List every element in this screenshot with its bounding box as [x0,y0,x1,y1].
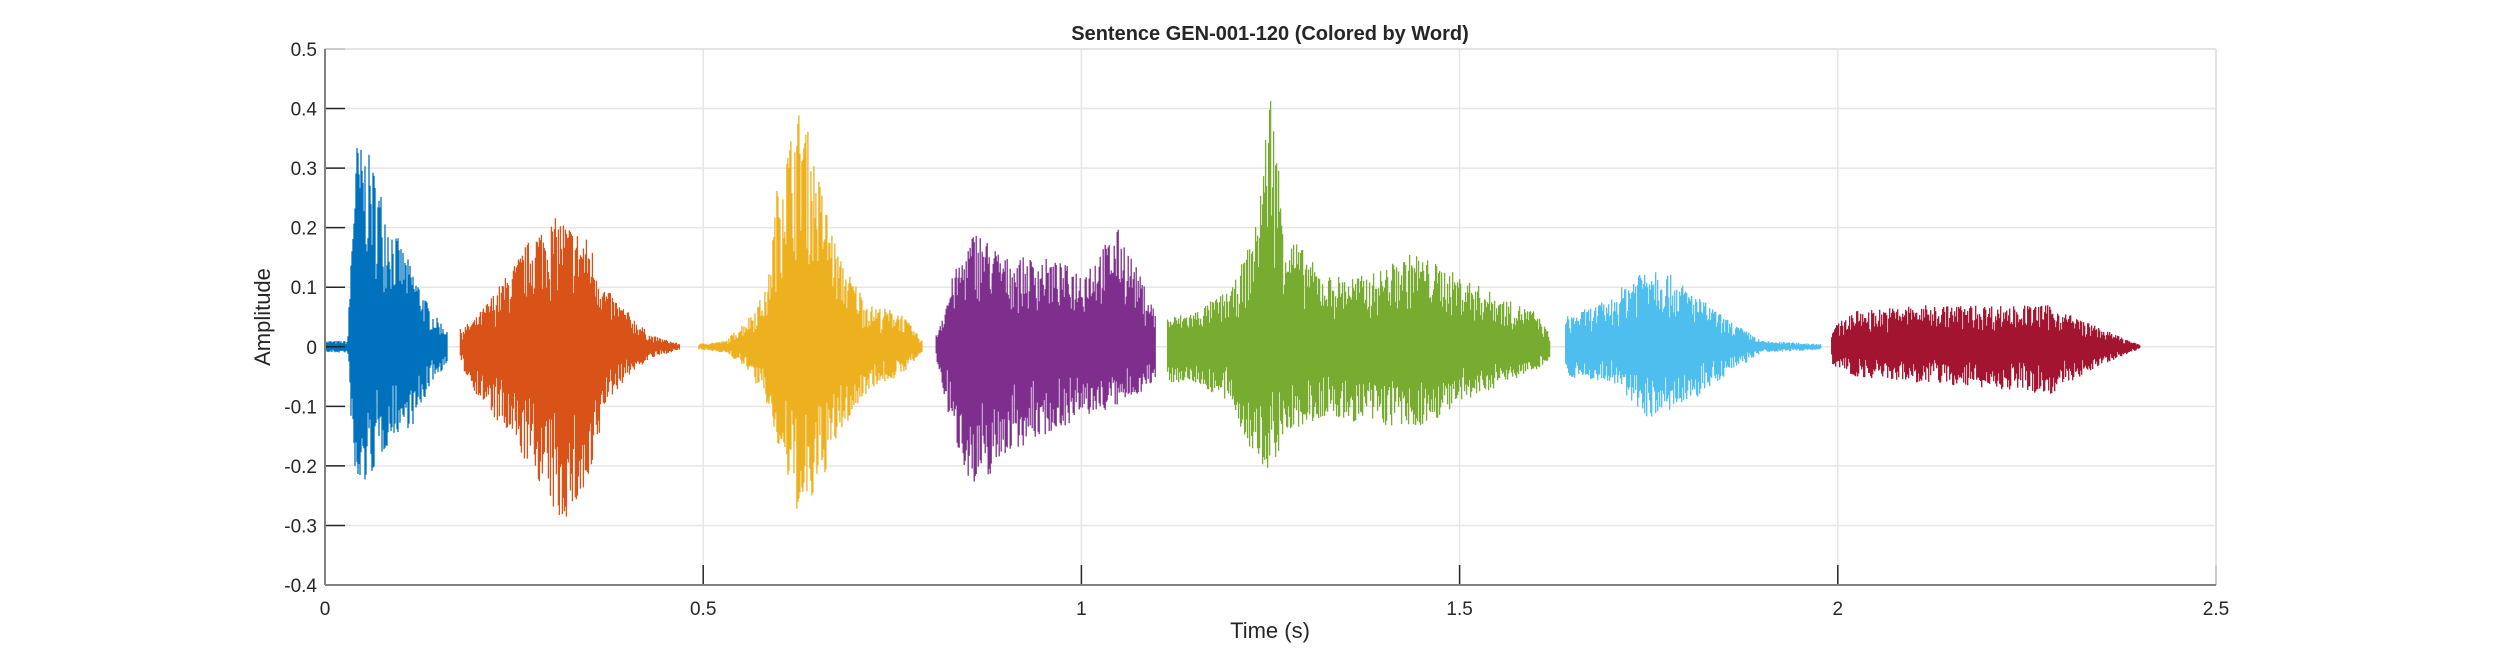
y-tick-label: 0 [306,338,317,359]
x-tick-label: 0.5 [690,599,716,620]
y-tick-label: -0.2 [284,457,317,478]
axes: 0 0.5 1 1.5 2 2.5 -0.4 -0.3 -0.2 -0.1 0 0.1 0.2 0.3 0.… [284,40,2229,620]
y-tick-label: 0.5 [291,40,317,61]
chart-title: Sentence GEN-001-120 (Colored by Word) [1071,23,1469,45]
word-segment-5 [1166,101,1551,468]
word-segment-7 [1831,305,2141,394]
y-tick-label: 0.1 [291,278,317,299]
x-tick-label: 2 [1833,599,1844,620]
y-tick-label: -0.3 [284,516,317,537]
y-tick-label: -0.1 [284,397,317,418]
x-tick-label: 2.5 [2203,599,2229,620]
y-tick-label: -0.4 [284,576,317,597]
x-tick-label: 1.5 [1446,599,1472,620]
waveform [324,101,2141,517]
y-axis-label: Amplitude [250,268,275,366]
y-tick-label: 0.2 [291,219,317,240]
x-tick-label: 0 [320,599,331,620]
y-tick-label: 0.3 [291,159,317,180]
x-tick-label: 1 [1076,599,1087,620]
word-segment-4 [935,229,1156,482]
word-segment-3 [698,115,923,509]
word-segment-6 [1565,272,1822,417]
word-segment-1 [324,148,448,480]
x-axis-label: Time (s) [1230,618,1310,643]
word-segment-2 [459,218,681,517]
y-tick-label: 0.4 [291,100,318,121]
